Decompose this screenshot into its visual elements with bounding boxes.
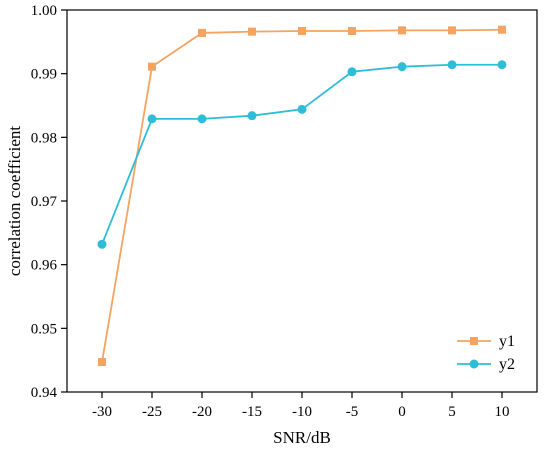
data-point-y1 [298, 27, 306, 36]
series-group [97, 25, 507, 367]
series-y1 [98, 25, 506, 367]
y-tick-label: 0.98 [31, 130, 57, 146]
x-tick-label: -15 [242, 404, 262, 420]
legend-marker [470, 337, 478, 345]
legend-label: y1 [499, 333, 515, 350]
data-point-y2 [397, 62, 407, 72]
y-tick-label: 1.00 [31, 3, 57, 19]
data-point-y2 [497, 60, 507, 70]
data-point-y2 [97, 239, 107, 249]
x-tick-label: 5 [448, 404, 456, 420]
x-tick-label: -25 [142, 404, 162, 420]
plot-frame [66, 9, 538, 393]
x-axis-title: SNR/dB [273, 428, 331, 447]
x-tick-label: 10 [495, 404, 510, 420]
series-y2 [97, 60, 507, 249]
series-line-y2 [101, 63, 502, 245]
data-point-y1 [348, 27, 356, 36]
data-point-y1 [248, 27, 256, 36]
x-tick-label: 0 [398, 404, 406, 420]
y-axis-title: correlation coefficient [5, 126, 24, 277]
data-point-y2 [347, 67, 357, 77]
data-point-y2 [197, 114, 207, 124]
data-point-y1 [448, 26, 456, 35]
data-point-y2 [297, 104, 307, 114]
y-tick-label: 0.96 [31, 258, 58, 274]
data-point-y1 [398, 26, 406, 35]
legend-marker [469, 359, 479, 369]
y-tick-label: 0.99 [31, 67, 57, 83]
data-point-y1 [198, 28, 206, 37]
x-tick-label: -5 [346, 404, 359, 420]
legend-label: y2 [499, 356, 515, 373]
data-point-y2 [447, 60, 457, 70]
y-tick-label: 0.97 [31, 194, 58, 210]
y-tick-label: 0.94 [31, 385, 58, 401]
data-point-y2 [247, 111, 257, 121]
legend-item-y2: y2 [457, 356, 515, 373]
x-tick-label: -20 [192, 404, 212, 420]
data-point-y1 [148, 62, 156, 71]
x-tick-label: -30 [92, 404, 112, 420]
axes: -30 -25 -20 -15 -10 -5 0 5 10 0.94 0.95 0.96 0.97 0.9… [31, 3, 538, 420]
y-tick-label: 0.95 [31, 321, 57, 337]
x-tick-label: -10 [292, 404, 312, 420]
data-point-y1 [498, 25, 506, 34]
data-point-y2 [147, 114, 157, 124]
series-line-y1 [101, 28, 503, 363]
legend-item-y1: y1 [457, 333, 515, 350]
data-point-y1 [98, 358, 106, 367]
